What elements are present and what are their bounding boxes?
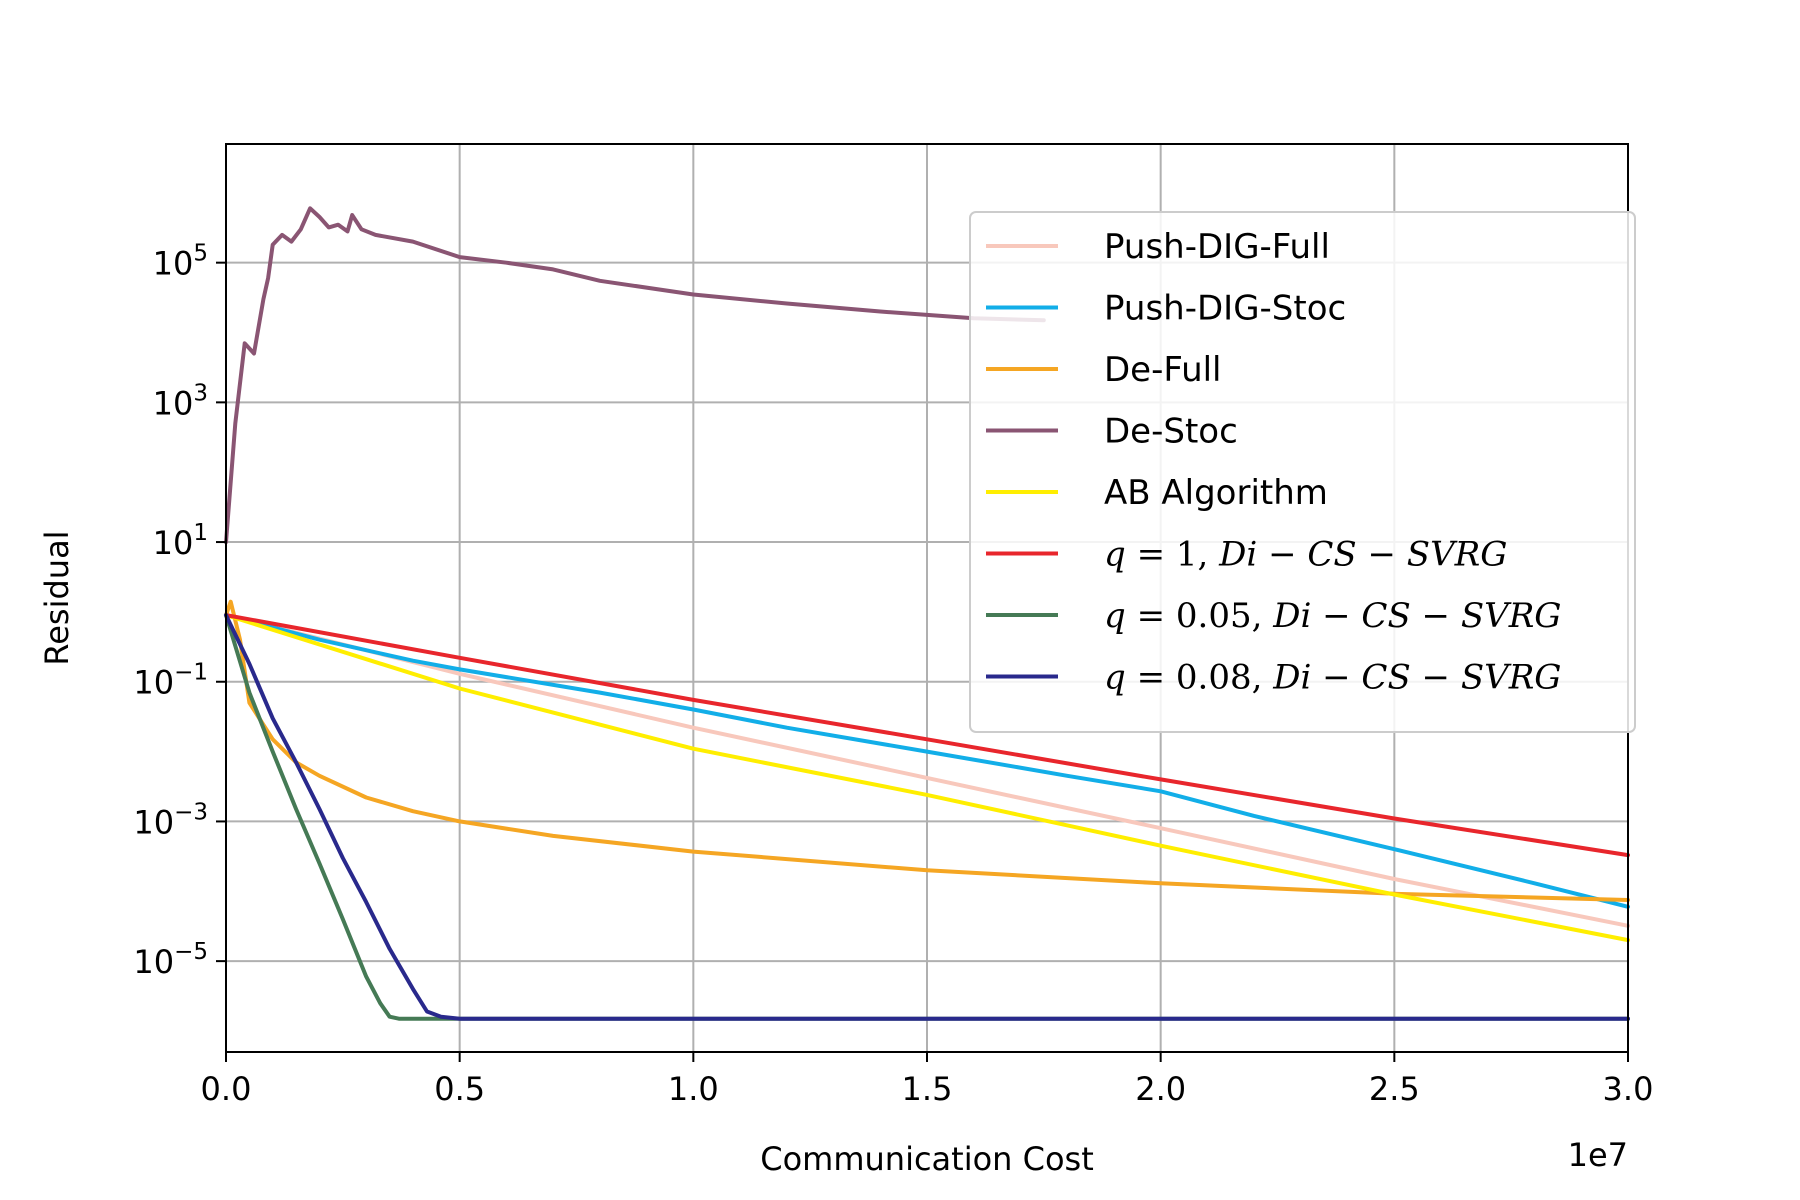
y-tick-base: 10 — [133, 664, 174, 702]
series-line-q-0-05-di-cs-svrg — [224, 613, 1630, 1021]
y-tick-label: 10−1 — [133, 660, 208, 702]
y-tick-exponent: 3 — [193, 380, 208, 406]
legend-label: De-Stoc — [1104, 412, 1238, 452]
series-line-q-0-08-di-cs-svrg — [224, 613, 1630, 1021]
x-axis-offset-label: 1e7 — [1568, 1136, 1628, 1174]
y-tick-label: 105 — [153, 241, 208, 283]
y-tick-base: 10 — [133, 943, 174, 981]
y-tick-base: 10 — [153, 245, 194, 283]
y-tick-base: 10 — [153, 524, 194, 562]
x-tick-label: 1.0 — [668, 1070, 719, 1108]
legend-label: q = 0.08, Di − CS − SVRG — [1104, 658, 1561, 698]
y-tick-exponent: −5 — [174, 939, 208, 965]
y-tick-base: 10 — [153, 384, 194, 422]
legend-label: De-Full — [1104, 350, 1222, 390]
series-line-de-stoc — [224, 206, 1046, 545]
y-tick-label: 10−3 — [133, 799, 208, 841]
series-line-ab-algorithm — [224, 613, 1630, 943]
series-line-q-1-di-cs-svrg — [224, 613, 1630, 858]
x-axis: 0.0 0.5 1.0 1.5 2.0 2.5 3.0 — [201, 1052, 1654, 1108]
y-tick-label: 10−5 — [133, 939, 208, 981]
y-tick-exponent: 1 — [193, 520, 208, 546]
y-tick-label: 103 — [153, 380, 208, 422]
legend-label: Push-DIG-Stoc — [1104, 289, 1346, 329]
legend-label: Push-DIG-Full — [1104, 227, 1330, 267]
y-axis-title: Residual — [38, 530, 76, 665]
legend: Push-DIG-Full Push-DIG-Stoc De-Full De-Stoc… — [969, 211, 1636, 733]
y-tick-exponent: −3 — [174, 799, 208, 825]
x-axis-title: Communication Cost — [760, 1140, 1094, 1178]
series-lines — [224, 206, 1630, 1021]
y-tick-label: 101 — [153, 520, 208, 562]
legend-label: q = 1, Di − CS − SVRG — [1104, 535, 1507, 575]
x-tick-label: 3.0 — [1603, 1070, 1654, 1108]
x-tick-label: 0.0 — [201, 1070, 252, 1108]
x-tick-label: 1.5 — [902, 1070, 953, 1108]
y-tick-base: 10 — [133, 803, 174, 841]
x-tick-label: 0.5 — [434, 1070, 485, 1108]
series-line-push-dig-full — [224, 613, 1630, 928]
x-tick-label: 2.5 — [1369, 1070, 1420, 1108]
series-line-push-dig-stoc — [224, 613, 1630, 909]
y-tick-exponent: −1 — [174, 660, 208, 686]
y-tick-exponent: 5 — [193, 241, 208, 267]
legend-box — [969, 211, 1636, 733]
legend-label: AB Algorithm — [1104, 473, 1328, 513]
legend-label: q = 0.05, Di − CS − SVRG — [1104, 596, 1561, 636]
x-tick-label: 2.0 — [1135, 1070, 1186, 1108]
